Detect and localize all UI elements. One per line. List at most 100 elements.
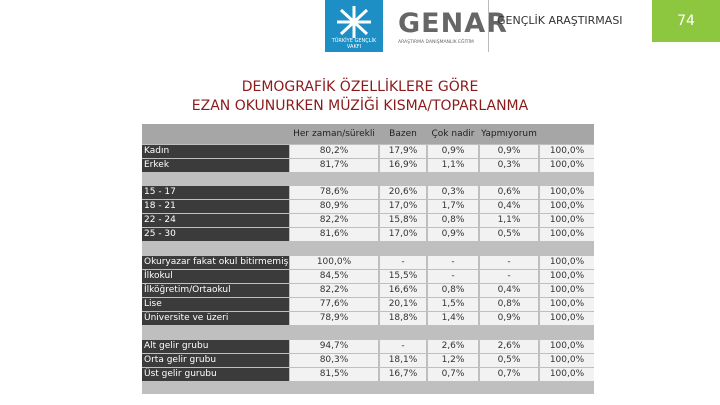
section-title: GENÇLİK ARAŞTIRMASI — [497, 14, 623, 27]
cell-value: 17,9% — [380, 145, 426, 158]
column-header: Yapmıyorum — [481, 129, 537, 139]
cell-value: - — [428, 256, 478, 269]
cell-value: 0,5% — [480, 354, 538, 367]
column-header: Çok nadir — [431, 129, 475, 139]
cell-value: 2,6% — [480, 340, 538, 353]
cell-value: 100,0% — [540, 312, 594, 325]
cell-value: - — [380, 340, 426, 353]
cell-value: 1,5% — [428, 298, 478, 311]
cell-value: 17,0% — [380, 228, 426, 241]
row-label: Kadın — [142, 145, 289, 158]
cell-value: 0,8% — [480, 298, 538, 311]
cell-value: 1,4% — [428, 312, 478, 325]
cell-value: 100,0% — [540, 145, 594, 158]
cell-value: 15,8% — [380, 214, 426, 227]
row-label: 18 - 21 — [142, 200, 289, 213]
cell-value: 16,6% — [380, 284, 426, 297]
row-label: Üst gelir gurubu — [142, 368, 289, 381]
cell-value: 20,6% — [380, 186, 426, 199]
cell-value: 0,4% — [480, 284, 538, 297]
cell-value: 18,1% — [380, 354, 426, 367]
logo-text: TÜRKİYE GENÇLİK VAKFI — [331, 38, 377, 50]
cell-value: - — [428, 270, 478, 283]
row-label: İlkokul — [142, 270, 289, 283]
cell-value: 100,0% — [540, 228, 594, 241]
cell-value: 100,0% — [540, 159, 594, 172]
column-header: Her zaman/sürekli — [293, 129, 375, 139]
row-label: Alt gelir grubu — [142, 340, 289, 353]
cell-value: 0,8% — [428, 214, 478, 227]
cell-value: 0,7% — [428, 368, 478, 381]
cell-value: 82,2% — [290, 284, 378, 297]
cell-value: 100,0% — [290, 256, 378, 269]
cell-value: 0,3% — [428, 186, 478, 199]
cell-value: - — [480, 270, 538, 283]
cell-value: 18,8% — [380, 312, 426, 325]
cell-value: 100,0% — [540, 256, 594, 269]
cell-value: 94,7% — [290, 340, 378, 353]
cell-value: 81,6% — [290, 228, 378, 241]
cell-value: 15,5% — [380, 270, 426, 283]
row-label: 25 - 30 — [142, 228, 289, 241]
cell-value: 16,7% — [380, 368, 426, 381]
cell-value: 0,9% — [480, 145, 538, 158]
cell-value: 100,0% — [540, 354, 594, 367]
cell-value: 20,1% — [380, 298, 426, 311]
cell-value: 78,6% — [290, 186, 378, 199]
cell-value: 77,6% — [290, 298, 378, 311]
cell-value: 0,7% — [480, 368, 538, 381]
row-label: Erkek — [142, 159, 289, 172]
cell-value: 80,9% — [290, 200, 378, 213]
cell-value: 100,0% — [540, 368, 594, 381]
cell-value: 84,5% — [290, 270, 378, 283]
brand: GENAR — [398, 8, 508, 39]
foundation-logo — [325, 0, 383, 52]
cell-value: 17,0% — [380, 200, 426, 213]
cell-value: 100,0% — [540, 340, 594, 353]
cell-value: 100,0% — [540, 270, 594, 283]
cell-value: 1,1% — [428, 159, 478, 172]
cell-value: 100,0% — [540, 298, 594, 311]
cell-value: 0,8% — [428, 284, 478, 297]
cell-value: 100,0% — [540, 284, 594, 297]
row-label: 22 - 24 — [142, 214, 289, 227]
row-label: İlköğretim/Ortaokul — [142, 284, 289, 297]
cell-value: 0,4% — [480, 200, 538, 213]
cell-value: 0,9% — [428, 228, 478, 241]
cell-value: 82,2% — [290, 214, 378, 227]
cell-value: - — [480, 256, 538, 269]
brand-subtitle: ARAŞTIRMA DANIŞMANLIK EĞİTİM — [398, 40, 474, 45]
row-label: Orta gelir grubu — [142, 354, 289, 367]
cell-value: 1,7% — [428, 200, 478, 213]
cell-value: 16,9% — [380, 159, 426, 172]
cell-value: 100,0% — [540, 214, 594, 227]
cell-value: 80,3% — [290, 354, 378, 367]
page-number: 74 — [652, 0, 720, 42]
column-header: Bazen — [389, 129, 417, 139]
cell-value: 100,0% — [540, 186, 594, 199]
table: Her zaman/sürekli Bazen Çok nadir Yapmıyoru… — [142, 124, 594, 394]
cell-value: 100,0% — [540, 200, 594, 213]
cell-value: 78,9% — [290, 312, 378, 325]
cell-value: - — [380, 256, 426, 269]
title-line: EZAN OKUNURKEN MÜZİĞİ KISMA/TOPARLANMA — [191, 98, 529, 114]
cell-value: 0,6% — [480, 186, 538, 199]
cell-value: 0,9% — [480, 312, 538, 325]
title: DEMOGRAFİK ÖZELLİKLERE GÖRE EZAN OKUNURK… — [0, 78, 720, 116]
cell-value: 0,9% — [428, 145, 478, 158]
cell-value: 80,2% — [290, 145, 378, 158]
cell-value: 1,1% — [480, 214, 538, 227]
row-label: Üniversite ve üzeri — [142, 312, 289, 325]
cell-value: 81,7% — [290, 159, 378, 172]
row-label: Okuryazar fakat okul bitirmemiş — [142, 256, 289, 269]
divider — [488, 0, 489, 52]
table-header — [142, 124, 594, 144]
cell-value: 0,3% — [480, 159, 538, 172]
cell-value: 1,2% — [428, 354, 478, 367]
cell-value: 81,5% — [290, 368, 378, 381]
row-label: Lise — [142, 298, 289, 311]
cell-value: 2,6% — [428, 340, 478, 353]
row-label: 15 - 17 — [142, 186, 289, 199]
title-line: DEMOGRAFİK ÖZELLİKLERE GÖRE — [241, 79, 479, 95]
